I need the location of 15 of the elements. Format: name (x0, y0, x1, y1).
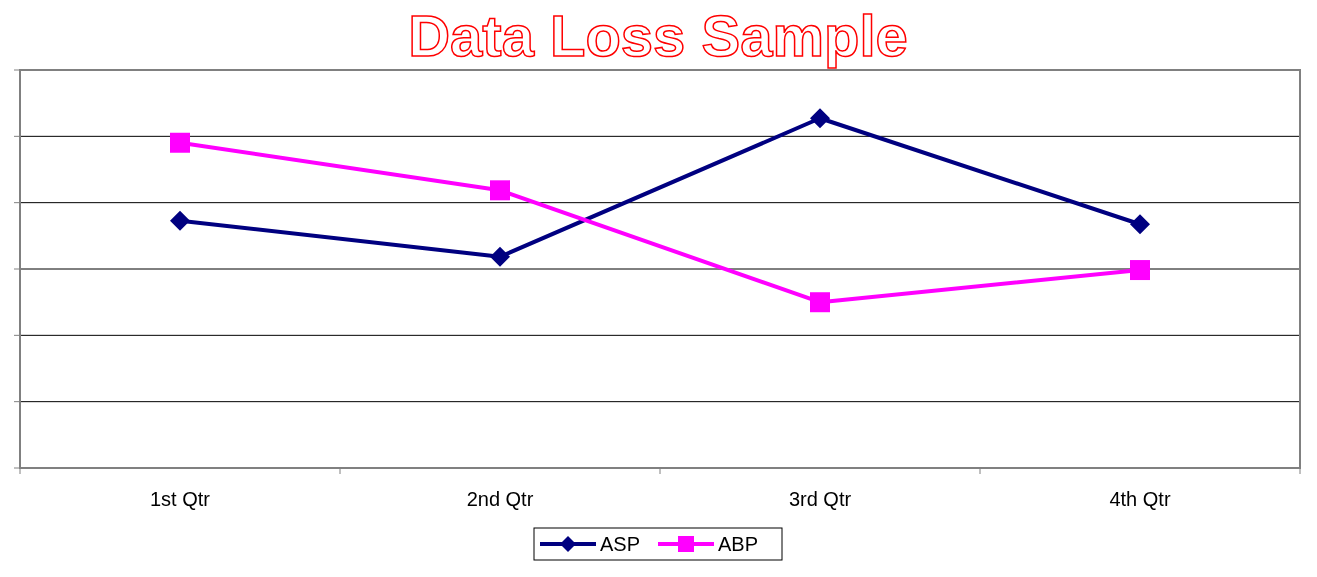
point (810, 108, 830, 129)
x-tick-label: 2nd Qtr (466, 488, 534, 510)
point (170, 132, 190, 153)
point (810, 292, 830, 313)
x-tick-label: 4th Qtr (1109, 488, 1171, 510)
x-tick-label: 3rd Qtr (788, 488, 852, 510)
point (490, 180, 510, 201)
point (1130, 214, 1150, 235)
legend-label: ASP (600, 533, 641, 555)
point (1130, 260, 1150, 281)
chart-title: Data Loss Sample (408, 3, 908, 68)
point (490, 246, 510, 267)
point (170, 210, 190, 231)
x-tick-label: 1st Qtr (149, 488, 211, 510)
legend-label: ABP (718, 533, 759, 555)
